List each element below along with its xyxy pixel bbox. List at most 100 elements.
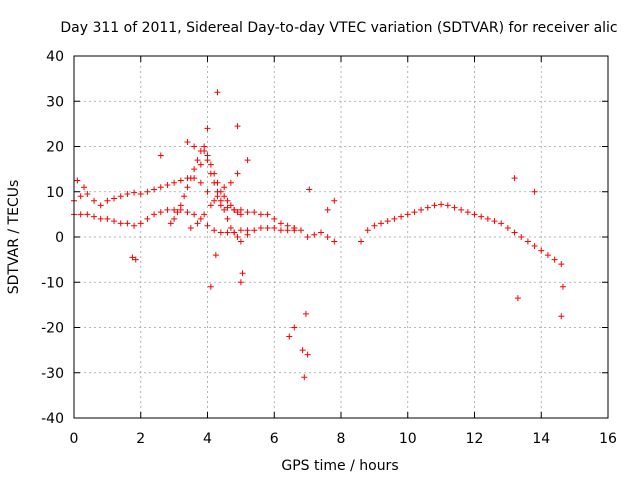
data-point [207,161,214,168]
y-tick-label: -10 [41,275,64,291]
data-point [331,238,338,245]
series-main-band-lower [71,206,298,236]
x-tick-label: 12 [466,431,484,447]
data-point [451,204,458,211]
data-point [244,209,251,216]
y-tick-label: -30 [41,366,64,382]
data-point [544,252,551,259]
data-point [191,166,198,173]
data-point [299,347,306,354]
data-point [224,215,231,222]
data-point [558,261,565,268]
data-point [97,202,104,209]
data-point [277,220,284,227]
data-point [237,279,244,286]
chart-title: Day 311 of 2011, Sidereal Day-to-day VTE… [60,20,617,36]
data-point [227,202,234,209]
data-point [144,215,151,222]
data-point [311,231,318,238]
x-tick-label: 2 [136,431,145,447]
data-point [204,157,211,164]
data-point [511,175,518,182]
data-point [224,197,231,204]
data-point [132,256,139,263]
data-point [197,179,204,186]
data-point [244,157,251,164]
data-point [324,206,331,213]
data-point [84,191,91,198]
data-point [504,224,511,231]
data-point [231,229,238,236]
data-point [444,202,451,209]
data-point [137,220,144,227]
data-point [97,215,104,222]
data-point [184,184,191,191]
data-point [104,215,111,222]
x-tick-label: 16 [599,431,617,447]
data-point [224,229,231,236]
data-point [411,209,418,216]
data-point [234,234,241,240]
data-point [221,193,228,200]
data-point [464,209,471,216]
x-tick-label: 14 [532,431,550,447]
x-tick-label: 8 [337,431,346,447]
data-point [484,215,491,222]
data-point [404,211,411,218]
y-tick-label: 40 [46,49,64,65]
data-point [129,254,136,261]
data-point [204,222,211,229]
data-point [284,227,291,234]
data-point [264,211,271,218]
data-point [524,238,531,245]
data-point [244,231,251,238]
series-arc-6 [358,201,565,268]
data-point [271,224,278,231]
data-point [384,218,391,225]
data-point [306,186,313,193]
data-point [531,243,538,250]
data-point [84,211,91,218]
data-point [458,206,465,213]
data-point [559,283,566,290]
data-point [184,138,191,145]
data-point [211,197,218,204]
data-point [91,197,98,204]
data-point [538,247,545,254]
data-point [257,211,264,218]
x-tick-label: 10 [399,431,417,447]
data-point [214,193,221,200]
data-point [157,209,164,216]
data-point [227,179,234,186]
data-point [438,201,445,208]
data-point [431,202,438,209]
data-point [194,157,201,164]
data-point [364,227,371,234]
data-point [174,209,181,216]
data-point [151,211,158,218]
data-point [191,211,198,218]
data-point [181,193,188,200]
data-point [301,374,308,381]
data-point [207,283,214,290]
data-point [157,152,164,159]
data-point [398,213,405,220]
data-point [117,220,124,227]
data-point [151,186,158,193]
data-point [558,313,565,320]
data-point [551,256,558,263]
data-points [71,89,566,381]
data-point [234,170,241,177]
data-point [264,224,271,231]
data-point [331,197,338,204]
data-point [237,238,244,245]
data-point [251,227,258,234]
series-main-band-upper [71,175,298,231]
data-point [214,89,221,96]
data-point [191,143,198,150]
data-point [77,211,84,218]
series-arc-2 [167,143,244,227]
data-point [271,215,278,222]
series-outliers [74,89,566,381]
